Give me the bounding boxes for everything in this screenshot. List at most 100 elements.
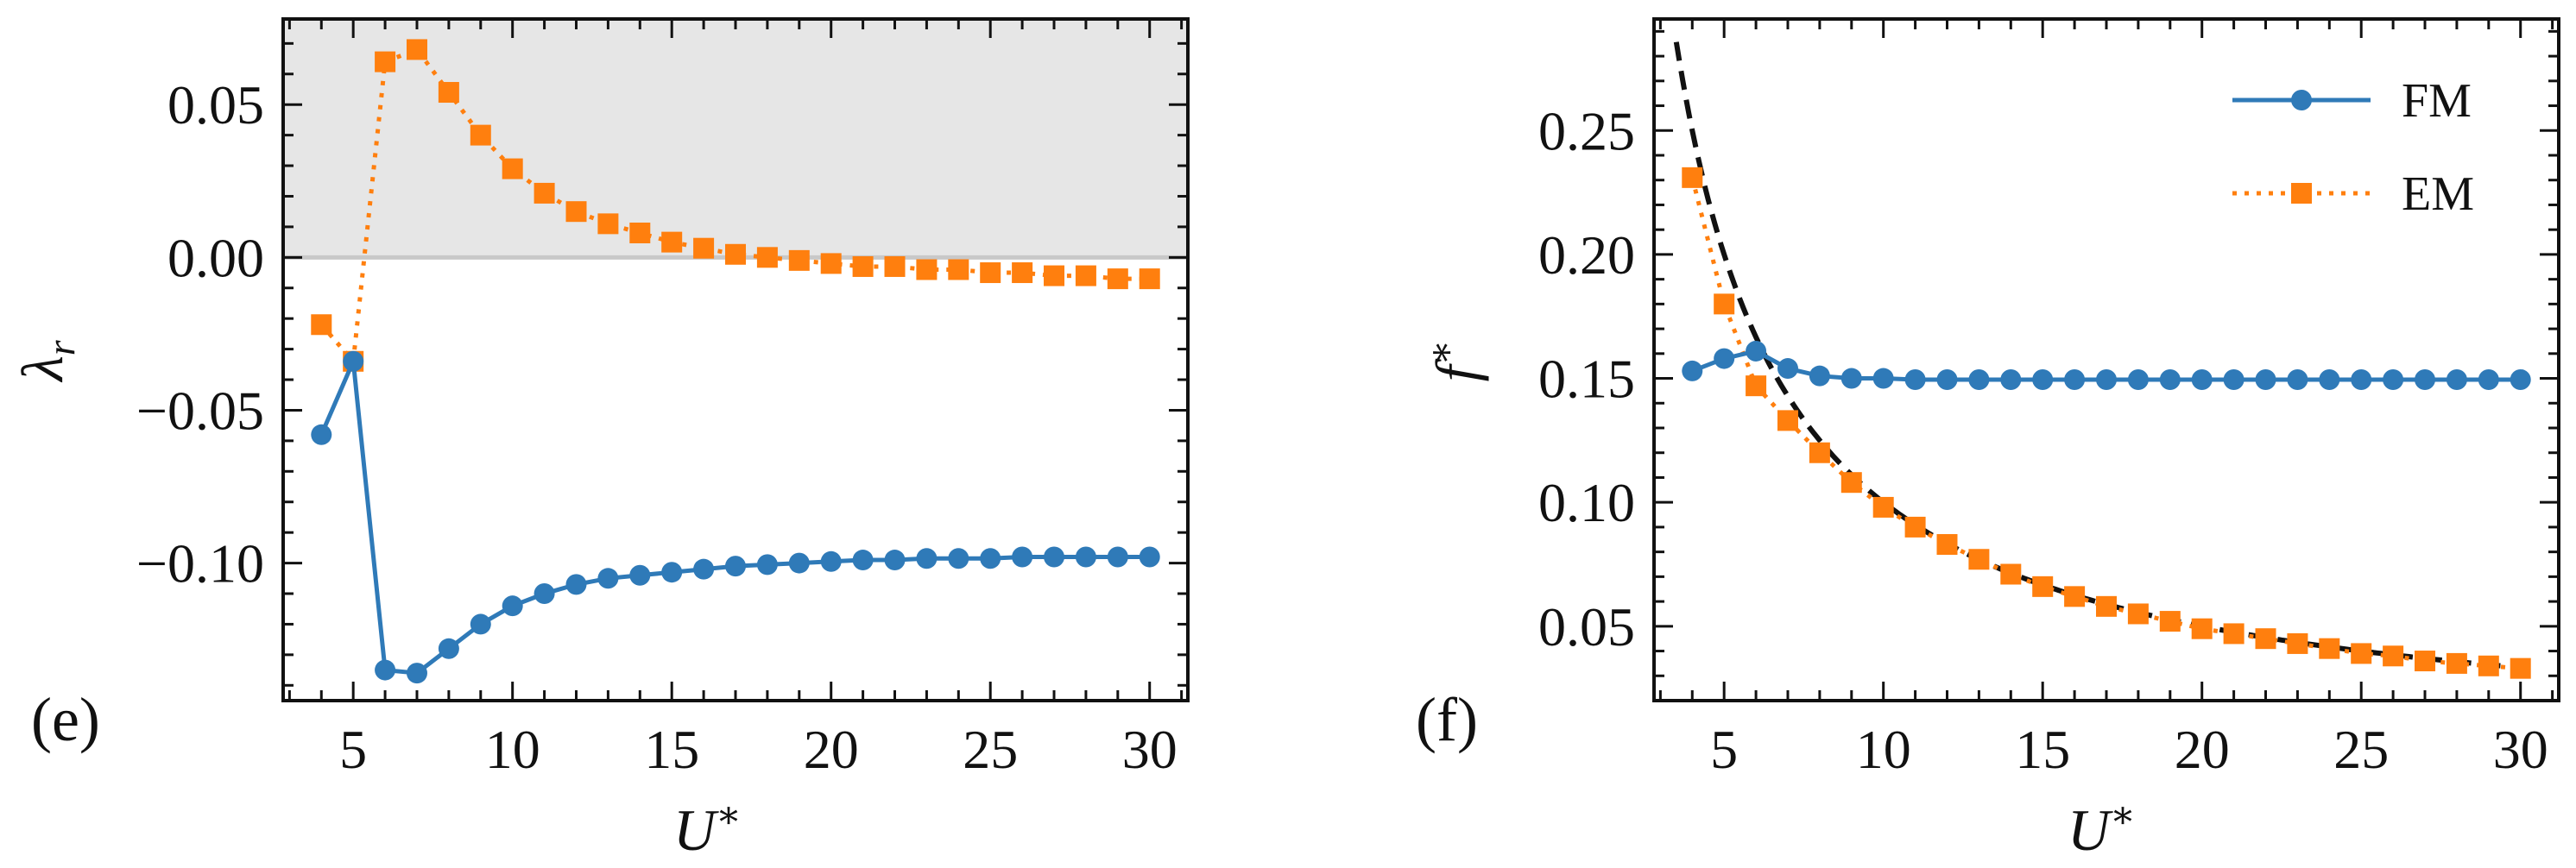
series-em-point bbox=[534, 182, 555, 204]
series-fm-point bbox=[2478, 368, 2499, 390]
series-fm-point bbox=[534, 583, 555, 605]
series-em-point bbox=[2287, 632, 2308, 654]
series-fm-point bbox=[2287, 368, 2308, 390]
panel-e: 5 10 15 20 25 30 −0.10 −0.05 0.00 0.05 (e) U∗ λr bbox=[9, 17, 1190, 863]
series-fm-line bbox=[319, 353, 1150, 676]
series-fm-point bbox=[756, 554, 778, 576]
series-em-point bbox=[2510, 657, 2531, 679]
x-tick-label: 30 bbox=[1122, 719, 1178, 780]
y-tick-label: 0.05 bbox=[1538, 596, 1635, 657]
series-em-point bbox=[1139, 268, 1160, 290]
series-fm-point bbox=[1714, 348, 1735, 369]
y-tick-label: 0.10 bbox=[1538, 472, 1635, 533]
x-tick-label: 20 bbox=[804, 719, 859, 780]
panel-e-ylabel: λr bbox=[9, 339, 83, 382]
series-em-point bbox=[2383, 645, 2404, 667]
series-fm-point bbox=[1044, 546, 1065, 568]
series-em-point bbox=[980, 262, 1001, 284]
series-fm-point bbox=[311, 424, 332, 445]
series-fm-point bbox=[629, 564, 651, 586]
legend-em-marker bbox=[2291, 183, 2312, 204]
series-fm-point bbox=[2446, 368, 2467, 390]
series-em-point bbox=[2032, 576, 2054, 597]
series-em-point bbox=[2159, 611, 2181, 632]
svg-text:f∗: f∗ bbox=[1420, 340, 1489, 382]
series-em-point bbox=[661, 231, 683, 253]
y-tick-label: 0.05 bbox=[167, 74, 264, 135]
series-fm-point bbox=[2223, 368, 2245, 390]
series-em-line bbox=[1689, 177, 2521, 671]
series-em-point bbox=[1904, 516, 1926, 538]
series-fm-point bbox=[1809, 365, 1830, 387]
series-fm-point bbox=[2383, 368, 2404, 390]
series-em-point bbox=[2478, 655, 2499, 676]
series-em-point bbox=[375, 51, 396, 72]
panel-e-label: (e) bbox=[31, 685, 100, 754]
series-fm-point bbox=[1139, 546, 1160, 568]
x-tick-label: 5 bbox=[339, 719, 367, 780]
series-fm-point bbox=[1840, 368, 1862, 389]
series-fm-point bbox=[1777, 358, 1798, 380]
panel-f-ylabel: f∗ bbox=[1420, 340, 1489, 382]
series-em-point bbox=[2064, 586, 2086, 607]
series-em-point bbox=[1968, 549, 1990, 570]
series-fm-point bbox=[884, 550, 906, 571]
series-fm-point bbox=[343, 350, 364, 372]
series-fm-point bbox=[2351, 368, 2372, 390]
legend-em-label: EM bbox=[2402, 167, 2474, 221]
series-fm-point bbox=[661, 562, 683, 583]
series-fm-point bbox=[470, 613, 491, 635]
panel-f-xlabel: U∗ bbox=[2068, 794, 2136, 863]
panel-f-label: (f) bbox=[1416, 685, 1478, 754]
series-fm-point bbox=[2032, 368, 2054, 390]
panel-f: 5 10 15 20 25 30 0.05 0.10 0.15 0.20 0.25 (f) U∗ f… bbox=[1416, 17, 2560, 863]
series-fm-point bbox=[980, 548, 1001, 569]
series-fm-point bbox=[1936, 368, 1958, 390]
series-fm-point bbox=[406, 663, 427, 684]
series-em-point bbox=[1809, 442, 1830, 463]
series-em-point bbox=[438, 82, 459, 104]
x-tick-label: 25 bbox=[963, 719, 1018, 780]
series-em-point bbox=[1107, 268, 1128, 290]
series-fm-point bbox=[1682, 360, 1703, 381]
series-fm-point bbox=[2064, 368, 2086, 390]
series-em-point bbox=[693, 237, 715, 259]
fit-curve-dashed bbox=[1673, 41, 2537, 672]
series-em-point bbox=[2127, 603, 2149, 625]
series-fm-point bbox=[2191, 368, 2213, 390]
series-fm-point bbox=[597, 568, 619, 589]
series-fm-point bbox=[788, 552, 810, 574]
series-fm-point bbox=[565, 574, 587, 595]
series-fm-point bbox=[2415, 368, 2436, 390]
series-fm-point bbox=[916, 548, 938, 569]
series-fm-point bbox=[438, 638, 459, 659]
series-fm-point bbox=[2255, 368, 2276, 390]
y-tick-label: 0.25 bbox=[1538, 100, 1635, 161]
series-em-point bbox=[311, 314, 332, 336]
series-em-point bbox=[1840, 472, 1862, 494]
series-em-point bbox=[884, 255, 906, 277]
series-em-point bbox=[2351, 643, 2372, 664]
series-em-point bbox=[1872, 496, 1894, 518]
x-tick-label: 15 bbox=[2015, 719, 2070, 780]
series-em-point bbox=[406, 39, 427, 60]
series-em-point bbox=[1714, 293, 1735, 315]
series-em-point bbox=[1012, 262, 1033, 284]
x-tick-label: 5 bbox=[1710, 719, 1738, 780]
x-tick-label: 10 bbox=[485, 719, 540, 780]
series-em-point bbox=[1044, 265, 1065, 286]
series-em-point bbox=[2191, 618, 2213, 639]
series-em-point bbox=[2223, 623, 2245, 645]
series-em-point bbox=[2415, 651, 2436, 672]
series-fm-point bbox=[1872, 368, 1894, 389]
series-em-point bbox=[820, 253, 842, 274]
series-fm-point bbox=[1904, 368, 1926, 390]
panel-e-xlabel: U∗ bbox=[673, 794, 742, 863]
series-fm-point bbox=[693, 558, 715, 580]
series-fm-point bbox=[2096, 368, 2117, 390]
y-tick-label: −0.05 bbox=[136, 380, 264, 441]
series-fm-point bbox=[725, 556, 746, 577]
x-tick-label: 30 bbox=[2493, 719, 2548, 780]
series-fm-point bbox=[1012, 546, 1033, 568]
